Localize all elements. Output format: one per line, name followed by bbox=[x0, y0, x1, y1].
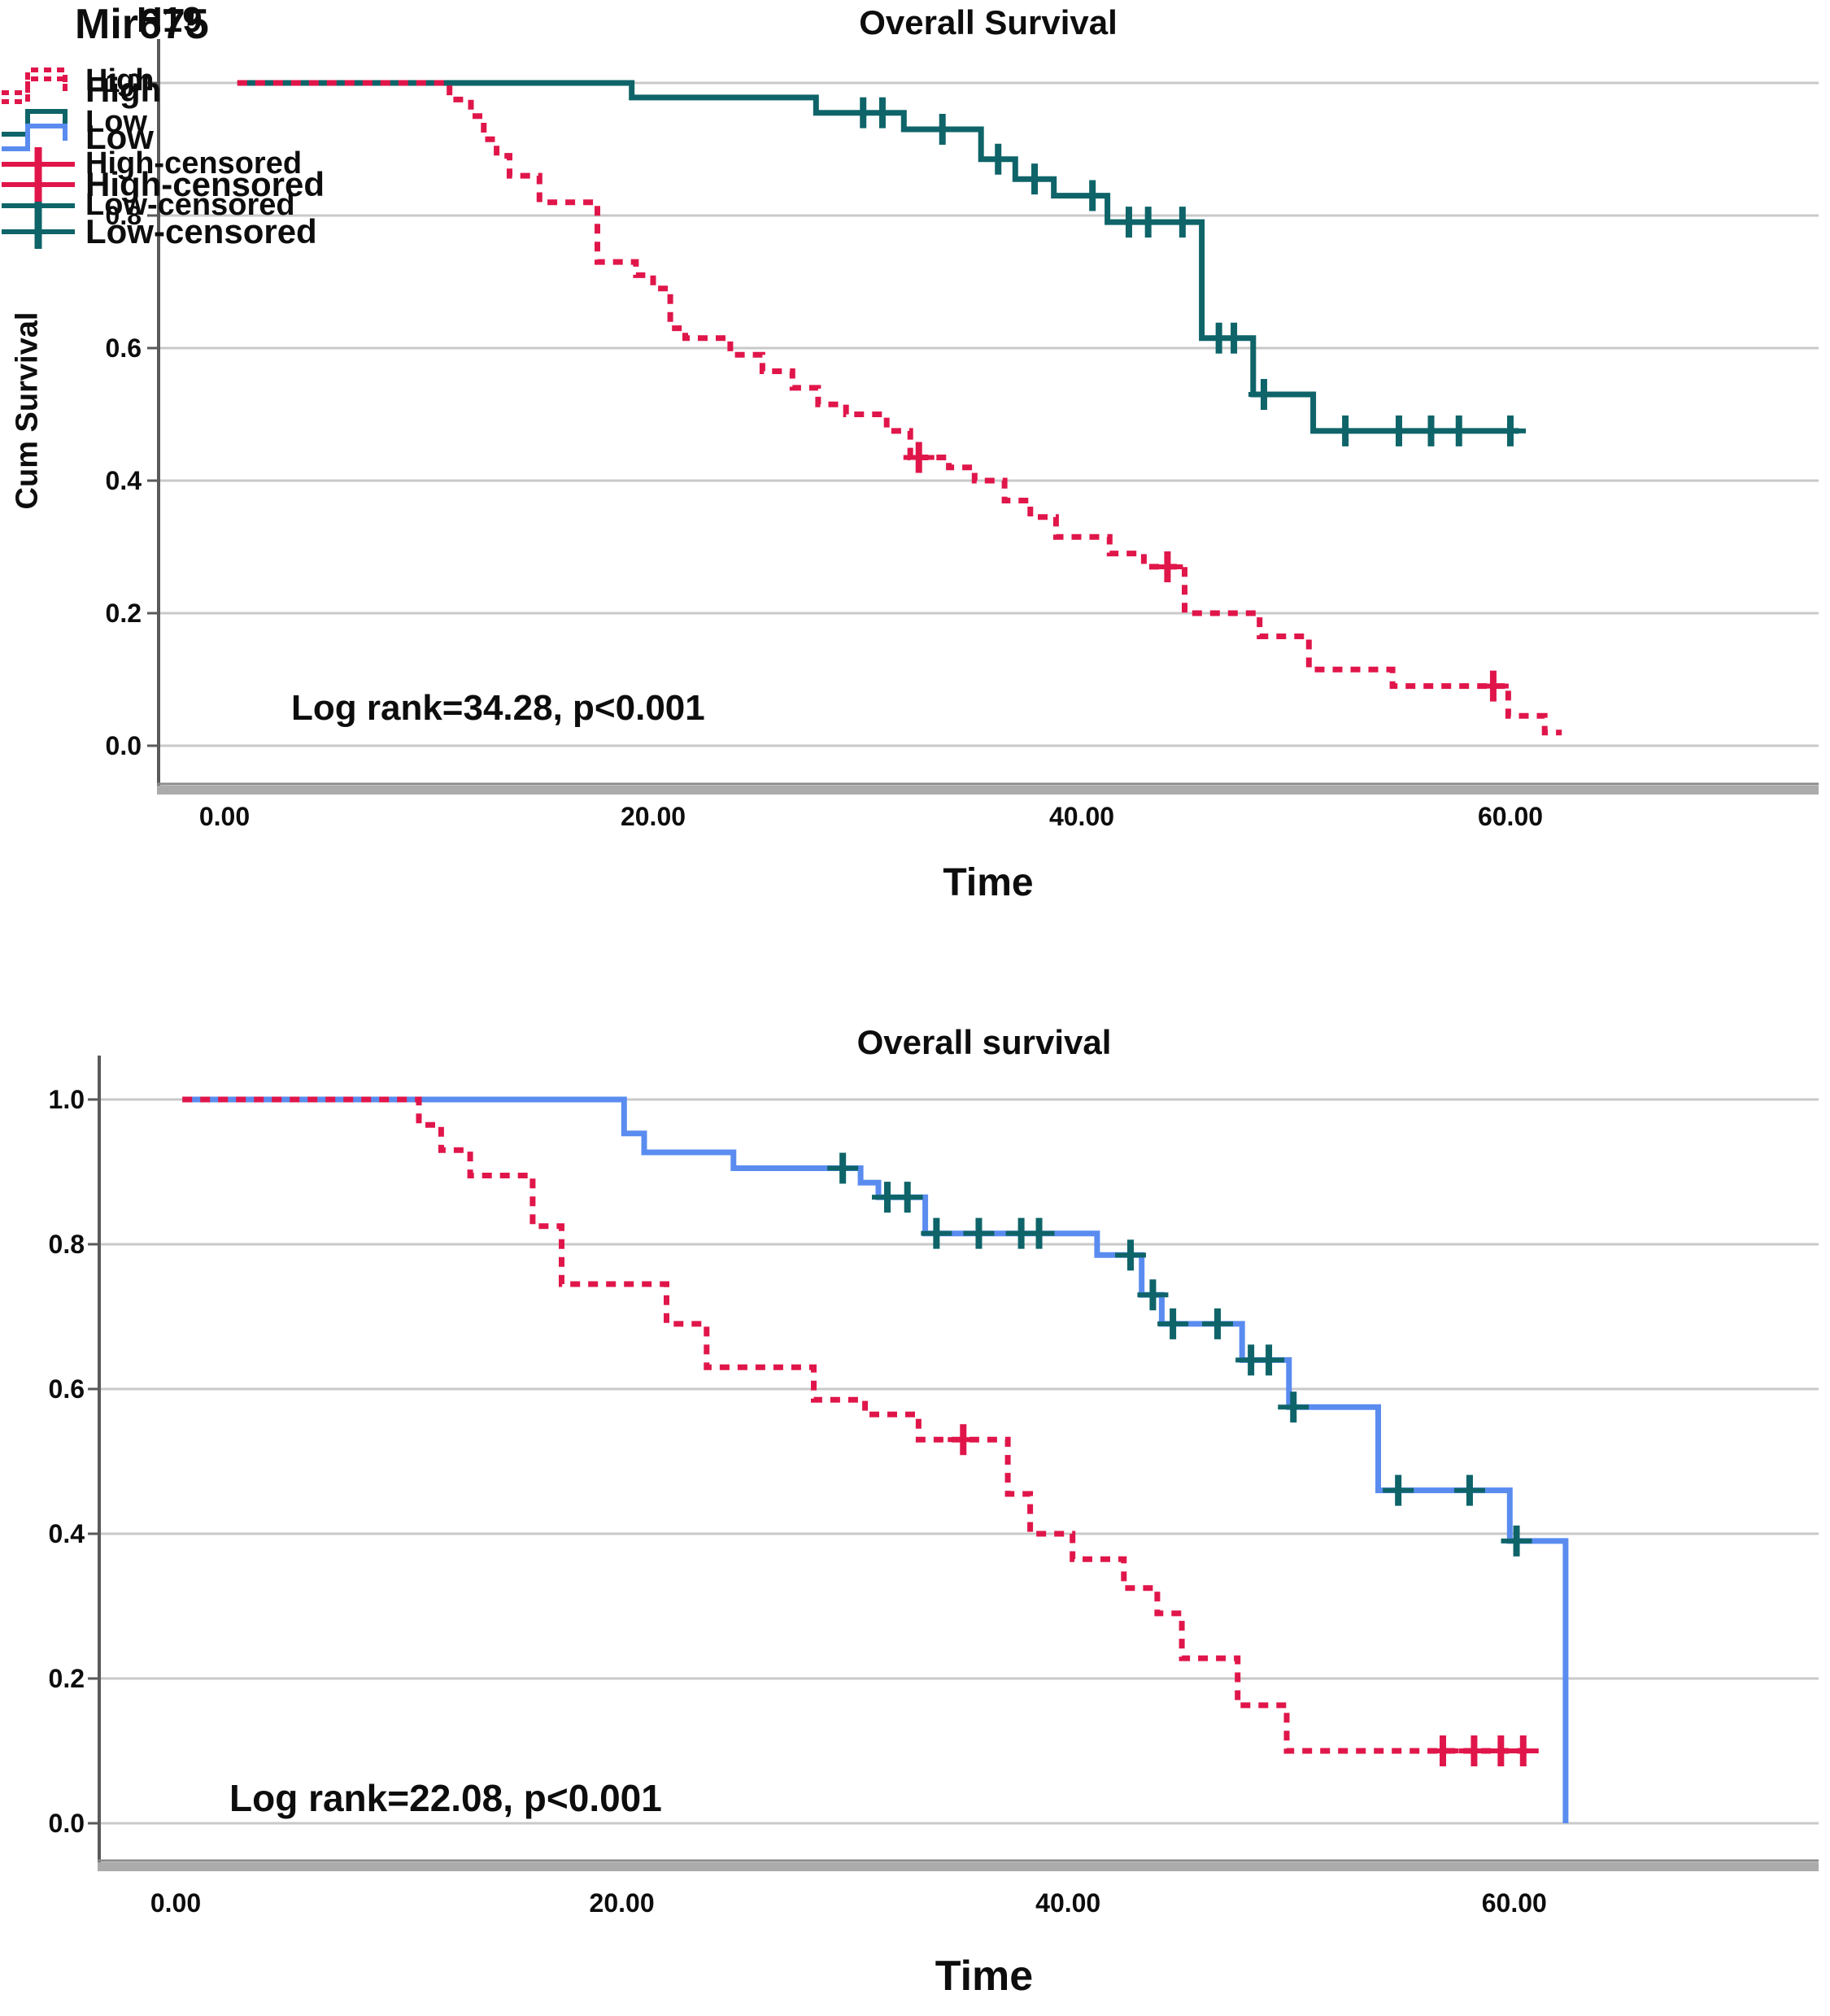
y-tick-label: 0.8 bbox=[48, 1230, 85, 1259]
y-tick-label: 0.8 bbox=[105, 201, 142, 230]
x-tick-label: 60.00 bbox=[1477, 802, 1544, 831]
y-tick-label: 0.6 bbox=[105, 333, 142, 363]
x-tick-label: 60.00 bbox=[1481, 1888, 1547, 1918]
legend-label: Low bbox=[85, 118, 154, 156]
legend-label: High-censored bbox=[85, 165, 325, 203]
legend-item-low: Low bbox=[0, 102, 302, 143]
chart1-legend: H19 High Low High-censored Low-censored bbox=[0, 0, 302, 226]
low-censored-plus-icon bbox=[2, 215, 75, 249]
legend-item-high-censored: High-censored bbox=[0, 143, 302, 185]
legend-item-low: Low bbox=[0, 114, 325, 161]
y-tick-label: 0.6 bbox=[48, 1374, 85, 1404]
chart2-title: Overall survival bbox=[856, 1023, 1112, 1061]
chart2-legend-title: Mir675 bbox=[75, 1, 209, 48]
y-tick-label: 1.0 bbox=[48, 1085, 85, 1114]
legend-label: Low-censored bbox=[85, 212, 317, 250]
legend-item-high-censored: High-censored bbox=[0, 161, 325, 208]
low-solid-step-icon bbox=[2, 108, 68, 137]
legend-label: High-censored bbox=[85, 146, 303, 181]
x-tick-label: 20.00 bbox=[620, 802, 686, 831]
legend-item-high: High bbox=[0, 60, 302, 102]
chart1-legend-title: H19 bbox=[137, 0, 203, 40]
x-tick-label: 0.00 bbox=[198, 802, 251, 831]
y-tick-label: 0.0 bbox=[105, 731, 142, 760]
x-tick-label: 40.00 bbox=[1048, 802, 1115, 831]
y-tick-label: 0.4 bbox=[48, 1519, 85, 1548]
low-solid-step-icon bbox=[2, 124, 68, 151]
legend-label: Low-censored bbox=[85, 188, 295, 222]
y-tick-label: 1.0 bbox=[105, 68, 142, 98]
legend-label: High bbox=[85, 63, 155, 98]
chart2-legend: Mir675 High Low High-censored Low-censor… bbox=[0, 0, 325, 255]
legend-item-low-censored: Low-censored bbox=[0, 185, 302, 226]
high-dashed-step-icon bbox=[2, 76, 68, 104]
chart2-logrank-annotation: Log rank=22.08, p<0.001 bbox=[229, 1777, 662, 1819]
legend-label: High bbox=[85, 71, 162, 109]
legend-item-low-censored: Low-censored bbox=[0, 208, 325, 255]
legend-item-high: High bbox=[0, 67, 325, 114]
chart2-x-axis-label: Time bbox=[935, 1953, 1034, 2000]
y-tick-label: 0.0 bbox=[48, 1809, 85, 1838]
x-tick-label: 0.00 bbox=[150, 1888, 202, 1918]
y-tick-label: 0.2 bbox=[105, 599, 142, 628]
chart1-logrank-annotation: Log rank=34.28, p<0.001 bbox=[291, 688, 705, 728]
high-dashed-step-icon bbox=[2, 67, 68, 95]
chart1-title: Overall Survival bbox=[859, 3, 1118, 41]
x-tick-label: 20.00 bbox=[589, 1888, 655, 1918]
x-tick-label: 40.00 bbox=[1035, 1888, 1101, 1918]
y-tick-label: 0.4 bbox=[105, 466, 142, 495]
y-tick-label: 0.2 bbox=[48, 1664, 85, 1693]
legend-label: Low bbox=[85, 105, 147, 139]
high-censored-plus-icon bbox=[2, 168, 75, 202]
chart1-x-axis-label: Time bbox=[943, 861, 1034, 904]
